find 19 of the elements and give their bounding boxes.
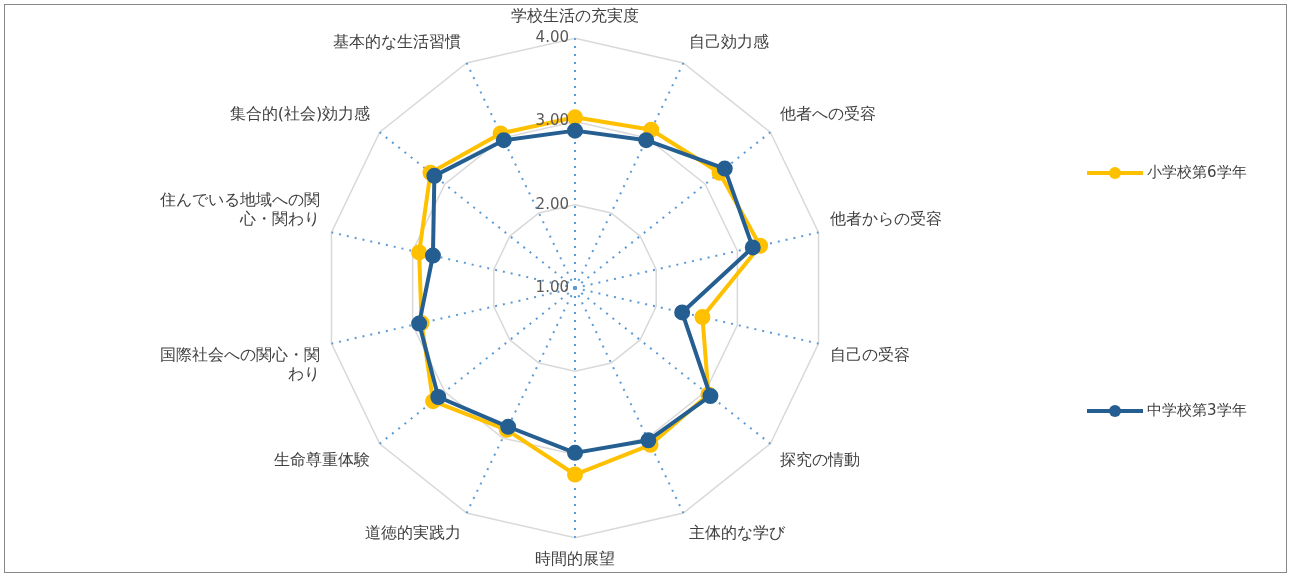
spoke-label: 自己効力感 xyxy=(688,31,769,51)
spoke-label: 探究の情動 xyxy=(779,449,860,469)
spoke-label: 住んでいる地域への関心・関わり xyxy=(158,190,320,229)
spoke-label: 生命尊重体験 xyxy=(274,449,371,469)
spoke-label: 主体的な学び xyxy=(688,522,786,542)
y-tick-label: 2.00 xyxy=(535,194,569,213)
spoke-label: 時間的展望 xyxy=(535,548,615,568)
spoke-label: 他者からの受容 xyxy=(830,209,943,229)
spoke-label: 基本的な生活習慣 xyxy=(333,31,462,51)
legend-label: 中学校第3学年 xyxy=(1147,401,1247,420)
spoke-label: 道徳的実践力 xyxy=(365,522,462,542)
spoke-label: 他者への受容 xyxy=(779,104,876,124)
y-tick-label: 1.00 xyxy=(535,277,569,296)
spoke-label: 国際社会への関心・関わり xyxy=(159,345,320,384)
y-tick-label: 4.00 xyxy=(535,28,569,47)
spoke-label: 集合的(社会)効力感 xyxy=(229,104,371,124)
legend-label: 小学校第6学年 xyxy=(1147,163,1247,182)
spoke-label: 学校生活の充実度 xyxy=(511,5,639,25)
spoke-label: 自己の受容 xyxy=(830,345,911,365)
